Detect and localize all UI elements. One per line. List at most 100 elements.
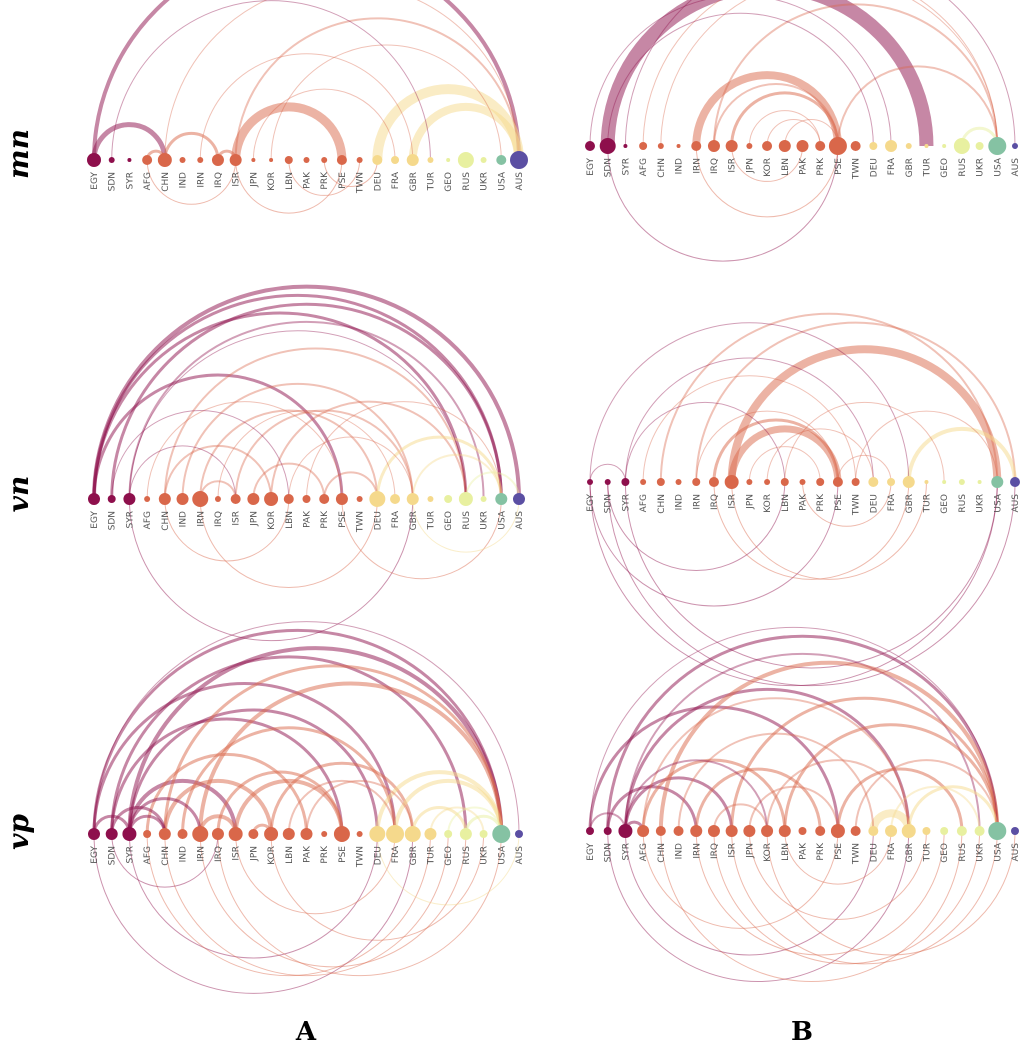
node-label: IND bbox=[675, 158, 685, 174]
node-usa bbox=[988, 137, 1007, 155]
node-kor bbox=[761, 825, 774, 837]
link-arc bbox=[252, 88, 396, 161]
link-arc bbox=[323, 159, 378, 188]
link-arc bbox=[270, 44, 502, 161]
node-aus bbox=[513, 493, 525, 505]
link-arc bbox=[270, 400, 467, 500]
node-label: AFG bbox=[639, 843, 649, 861]
node-label: TWN bbox=[356, 846, 366, 868]
node-label: GEO bbox=[940, 494, 950, 514]
link-arc bbox=[93, 833, 414, 994]
link-arc bbox=[252, 462, 326, 500]
node-chn bbox=[657, 143, 664, 149]
node-label: ISR bbox=[728, 158, 738, 173]
node-rus bbox=[458, 492, 473, 506]
link-arc bbox=[235, 833, 396, 915]
node-ukr bbox=[977, 480, 982, 484]
node-irn bbox=[197, 157, 204, 163]
node-label: RUS bbox=[958, 158, 968, 177]
node-prk bbox=[321, 831, 328, 837]
link-arc bbox=[783, 723, 999, 832]
link-arc bbox=[198, 681, 504, 835]
link-arc bbox=[92, 0, 521, 161]
link-arc bbox=[164, 0, 520, 161]
node-label: LBN bbox=[285, 511, 295, 529]
link-arc bbox=[660, 830, 963, 982]
node-label: LBN bbox=[285, 846, 295, 864]
node-label: RUS bbox=[462, 846, 472, 865]
node-afg bbox=[144, 496, 151, 502]
node-egy bbox=[585, 141, 595, 151]
link-arc bbox=[748, 110, 821, 147]
link-arc bbox=[802, 481, 892, 527]
node-usa bbox=[495, 493, 508, 505]
node-rus bbox=[953, 138, 970, 154]
node-label: USA bbox=[993, 157, 1003, 176]
node-label: FRA bbox=[887, 842, 897, 860]
node-pak bbox=[796, 140, 809, 152]
node-jpn bbox=[746, 143, 753, 149]
node-label: TUR bbox=[922, 158, 932, 177]
node-geo bbox=[942, 144, 947, 148]
node-fra bbox=[391, 156, 400, 164]
node-label: SYR bbox=[125, 172, 135, 189]
link-arc bbox=[906, 426, 1017, 483]
node-label: SDN bbox=[108, 172, 118, 191]
link-arc bbox=[624, 0, 1016, 147]
node-label: UKR bbox=[976, 843, 986, 862]
node-label: PSE bbox=[338, 172, 348, 189]
link-arc bbox=[128, 498, 414, 641]
link-arc bbox=[642, 0, 998, 147]
node-irn bbox=[192, 826, 209, 842]
link-arc bbox=[375, 435, 503, 500]
link-arc bbox=[607, 145, 839, 262]
node-aus bbox=[510, 151, 528, 169]
link-arc bbox=[270, 833, 485, 941]
node-kor bbox=[264, 492, 279, 506]
node-gbr bbox=[404, 826, 421, 842]
node-label: JPN bbox=[745, 843, 755, 859]
node-gbr bbox=[902, 476, 915, 488]
node-ukr bbox=[974, 826, 985, 836]
row-label-mn: mn bbox=[2, 129, 35, 179]
node-label: CHN bbox=[161, 511, 171, 531]
node-label: GBR bbox=[905, 843, 915, 862]
link-arc bbox=[589, 481, 998, 687]
node-ukr bbox=[480, 157, 487, 163]
node-label: SYR bbox=[621, 494, 631, 511]
node-label: AFG bbox=[143, 511, 153, 529]
node-label: GEO bbox=[940, 158, 950, 178]
link-arc bbox=[623, 776, 734, 832]
node-ind bbox=[177, 829, 188, 839]
link-arc bbox=[408, 102, 523, 161]
node-pse bbox=[336, 155, 347, 165]
node-label: CHN bbox=[657, 843, 667, 863]
node-label: JPN bbox=[249, 172, 259, 188]
node-geo bbox=[444, 830, 453, 838]
node-isr bbox=[229, 154, 242, 166]
node-label: JPN bbox=[745, 158, 755, 174]
link-arc bbox=[163, 347, 467, 500]
link-arc bbox=[624, 830, 874, 956]
node-label: KOR bbox=[267, 846, 277, 865]
node-fra bbox=[885, 140, 898, 152]
node-label: UKR bbox=[480, 511, 490, 530]
node-lbn bbox=[284, 156, 293, 164]
node-ind bbox=[673, 826, 684, 836]
node-label: IND bbox=[675, 843, 685, 859]
node-sdn bbox=[107, 495, 116, 503]
node-label: DEU bbox=[373, 511, 383, 530]
node-syr bbox=[122, 827, 137, 841]
link-arc bbox=[393, 778, 504, 835]
node-deu bbox=[868, 826, 879, 836]
node-isr bbox=[228, 827, 243, 841]
link-arc bbox=[146, 833, 431, 976]
link-arc bbox=[305, 779, 414, 835]
node-gbr bbox=[406, 493, 419, 505]
node-label: FRA bbox=[887, 157, 897, 175]
node-label: UKR bbox=[976, 494, 986, 513]
node-label: IRN bbox=[692, 158, 702, 174]
node-label: SYR bbox=[125, 846, 135, 863]
link-arc bbox=[128, 321, 485, 500]
